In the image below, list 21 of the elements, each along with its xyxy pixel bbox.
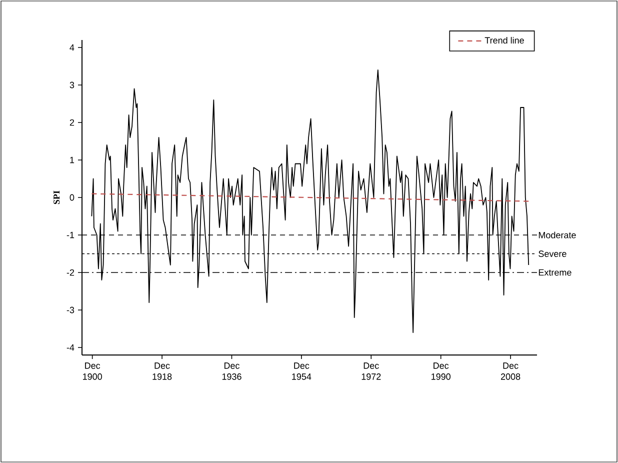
x-tick-label: Dec 1918: [152, 362, 172, 380]
y-tick-label: -1: [66, 232, 74, 238]
ref-line-label: Extreme: [538, 269, 572, 276]
y-tick-label: 3: [70, 82, 74, 88]
y-tick-label: 2: [70, 119, 74, 126]
ref-line-label: Moderate: [538, 232, 576, 238]
legend-label: Trend line: [484, 36, 524, 44]
ref-line-label: Severe: [538, 250, 566, 257]
y-tick-label: -3: [66, 306, 74, 314]
y-tick-label: 4: [70, 44, 74, 51]
y-tick-label: -2: [66, 269, 74, 276]
x-tick-label: Dec 1936: [222, 362, 242, 380]
y-tick-label: -4: [66, 344, 74, 351]
y-tick-label: 1: [70, 156, 74, 164]
y-tick-label: 0: [70, 194, 74, 201]
x-tick-label: Dec 1954: [292, 362, 312, 380]
x-tick-label: Dec 2008: [500, 362, 520, 380]
x-tick-label: Dec 1972: [362, 362, 381, 380]
y-axis-title: SPI: [54, 190, 60, 204]
x-tick-label: Dec 1990: [432, 362, 450, 380]
x-tick-label: Dec 1900: [83, 362, 102, 380]
